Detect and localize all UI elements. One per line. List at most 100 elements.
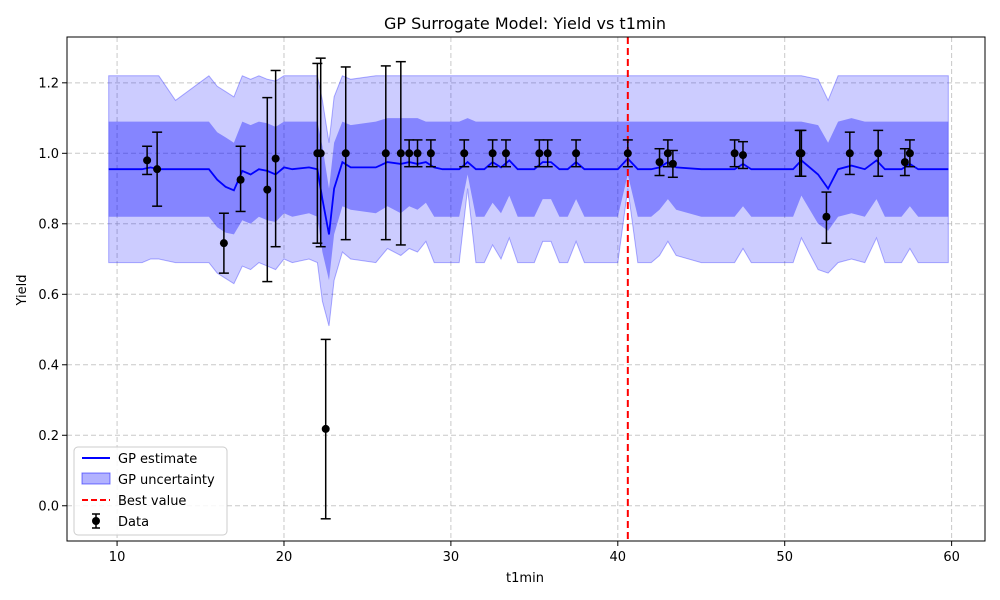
x-tick-label: 40 — [610, 550, 627, 565]
legend-swatch-gp-uncertainty — [81, 472, 111, 485]
y-tick-label: 0.6 — [38, 288, 59, 303]
data-point — [404, 139, 415, 168]
data-point — [262, 96, 273, 283]
data-marker — [845, 149, 854, 158]
data-point — [459, 139, 470, 168]
data-point — [542, 139, 553, 168]
legend-label-gp-uncertainty: GP uncertainty — [118, 473, 215, 488]
data-point — [270, 69, 281, 248]
data-point — [487, 139, 498, 168]
grid-lines — [67, 37, 985, 541]
data-marker — [426, 149, 435, 158]
data-marker — [405, 149, 414, 158]
data-point — [622, 139, 633, 168]
data-point — [412, 139, 423, 168]
data-marker — [543, 149, 552, 158]
data-point — [152, 131, 163, 207]
y-tick-label: 0.8 — [38, 217, 59, 232]
data-point — [218, 212, 229, 274]
y-tick-label: 0.4 — [38, 358, 59, 373]
y-tick-label: 1.2 — [38, 76, 59, 91]
data-marker — [153, 165, 162, 174]
data-marker — [655, 158, 664, 167]
data-point — [844, 131, 855, 176]
data-point — [340, 66, 351, 241]
y-tick-label: 0.0 — [38, 499, 59, 514]
x-tick-label: 20 — [276, 550, 293, 565]
legend-label-data: Data — [118, 515, 149, 530]
legend-swatch-data — [92, 513, 100, 529]
data-marker — [822, 212, 831, 221]
data-marker — [572, 149, 581, 158]
data-point — [320, 338, 331, 520]
data-point — [142, 145, 153, 176]
gp-estimate-layer — [108, 157, 949, 235]
data-marker — [413, 149, 422, 158]
uncertainty-bands — [108, 75, 949, 327]
data-point — [315, 57, 326, 248]
data-point — [500, 139, 511, 168]
data-marker — [905, 149, 914, 158]
data-marker — [488, 149, 497, 158]
data-marker — [797, 149, 806, 158]
data-points-layer — [142, 57, 915, 520]
data-point — [737, 140, 748, 170]
y-tick-label: 1.0 — [38, 147, 59, 162]
data-point — [904, 139, 915, 168]
data-point — [380, 65, 391, 241]
x-tick-label: 50 — [776, 550, 793, 565]
data-point — [796, 129, 807, 177]
x-axis-label: t1min — [506, 571, 544, 586]
legend-label-gp-estimate: GP estimate — [118, 452, 197, 467]
data-marker — [321, 424, 330, 433]
data-marker — [730, 149, 739, 158]
data-point — [654, 147, 665, 177]
data-marker — [219, 239, 228, 248]
data-marker — [874, 149, 883, 158]
data-point — [662, 139, 673, 168]
data-point — [821, 191, 832, 244]
data-marker — [623, 149, 632, 158]
x-tick-label: 60 — [943, 550, 960, 565]
data-marker — [271, 154, 280, 163]
data-marker — [236, 175, 245, 184]
data-marker — [381, 149, 390, 158]
uncertainty-band-outer — [108, 75, 949, 327]
data-marker — [316, 149, 325, 158]
data-marker — [900, 158, 909, 167]
data-point — [667, 149, 678, 179]
legend: GP estimate GP uncertainty Best value Da… — [73, 446, 228, 536]
data-marker — [263, 185, 272, 194]
y-axis-ticks: 0.0 0.2 0.4 0.6 0.8 1.0 1.2 — [38, 76, 67, 514]
data-marker — [501, 149, 510, 158]
data-point — [425, 139, 436, 168]
data-marker — [143, 156, 152, 165]
legend-box — [73, 446, 228, 536]
y-axis-label: Yield — [15, 275, 30, 307]
data-marker — [396, 149, 405, 158]
data-marker — [460, 149, 469, 158]
legend-label-best-value: Best value — [118, 494, 186, 509]
gp-estimate-line — [108, 157, 949, 235]
data-marker — [663, 149, 672, 158]
data-point — [395, 60, 406, 246]
uncertainty-band-inner — [108, 118, 949, 281]
data-point — [235, 145, 246, 213]
data-point — [571, 139, 582, 168]
x-tick-label: 10 — [109, 550, 126, 565]
x-tick-label: 30 — [443, 550, 460, 565]
data-point — [729, 139, 740, 168]
x-axis-ticks: 10 20 30 40 50 60 — [109, 541, 960, 565]
data-marker — [341, 149, 350, 158]
data-marker — [668, 159, 677, 168]
plot-frame — [66, 36, 986, 542]
data-point — [873, 129, 884, 177]
data-point — [899, 147, 910, 177]
data-marker — [535, 149, 544, 158]
data-marker — [738, 151, 747, 160]
chart-title: GP Surrogate Model: Yield vs t1min — [384, 14, 666, 33]
data-point — [534, 139, 545, 168]
plot-area — [66, 36, 986, 542]
y-tick-label: 0.2 — [38, 429, 59, 444]
